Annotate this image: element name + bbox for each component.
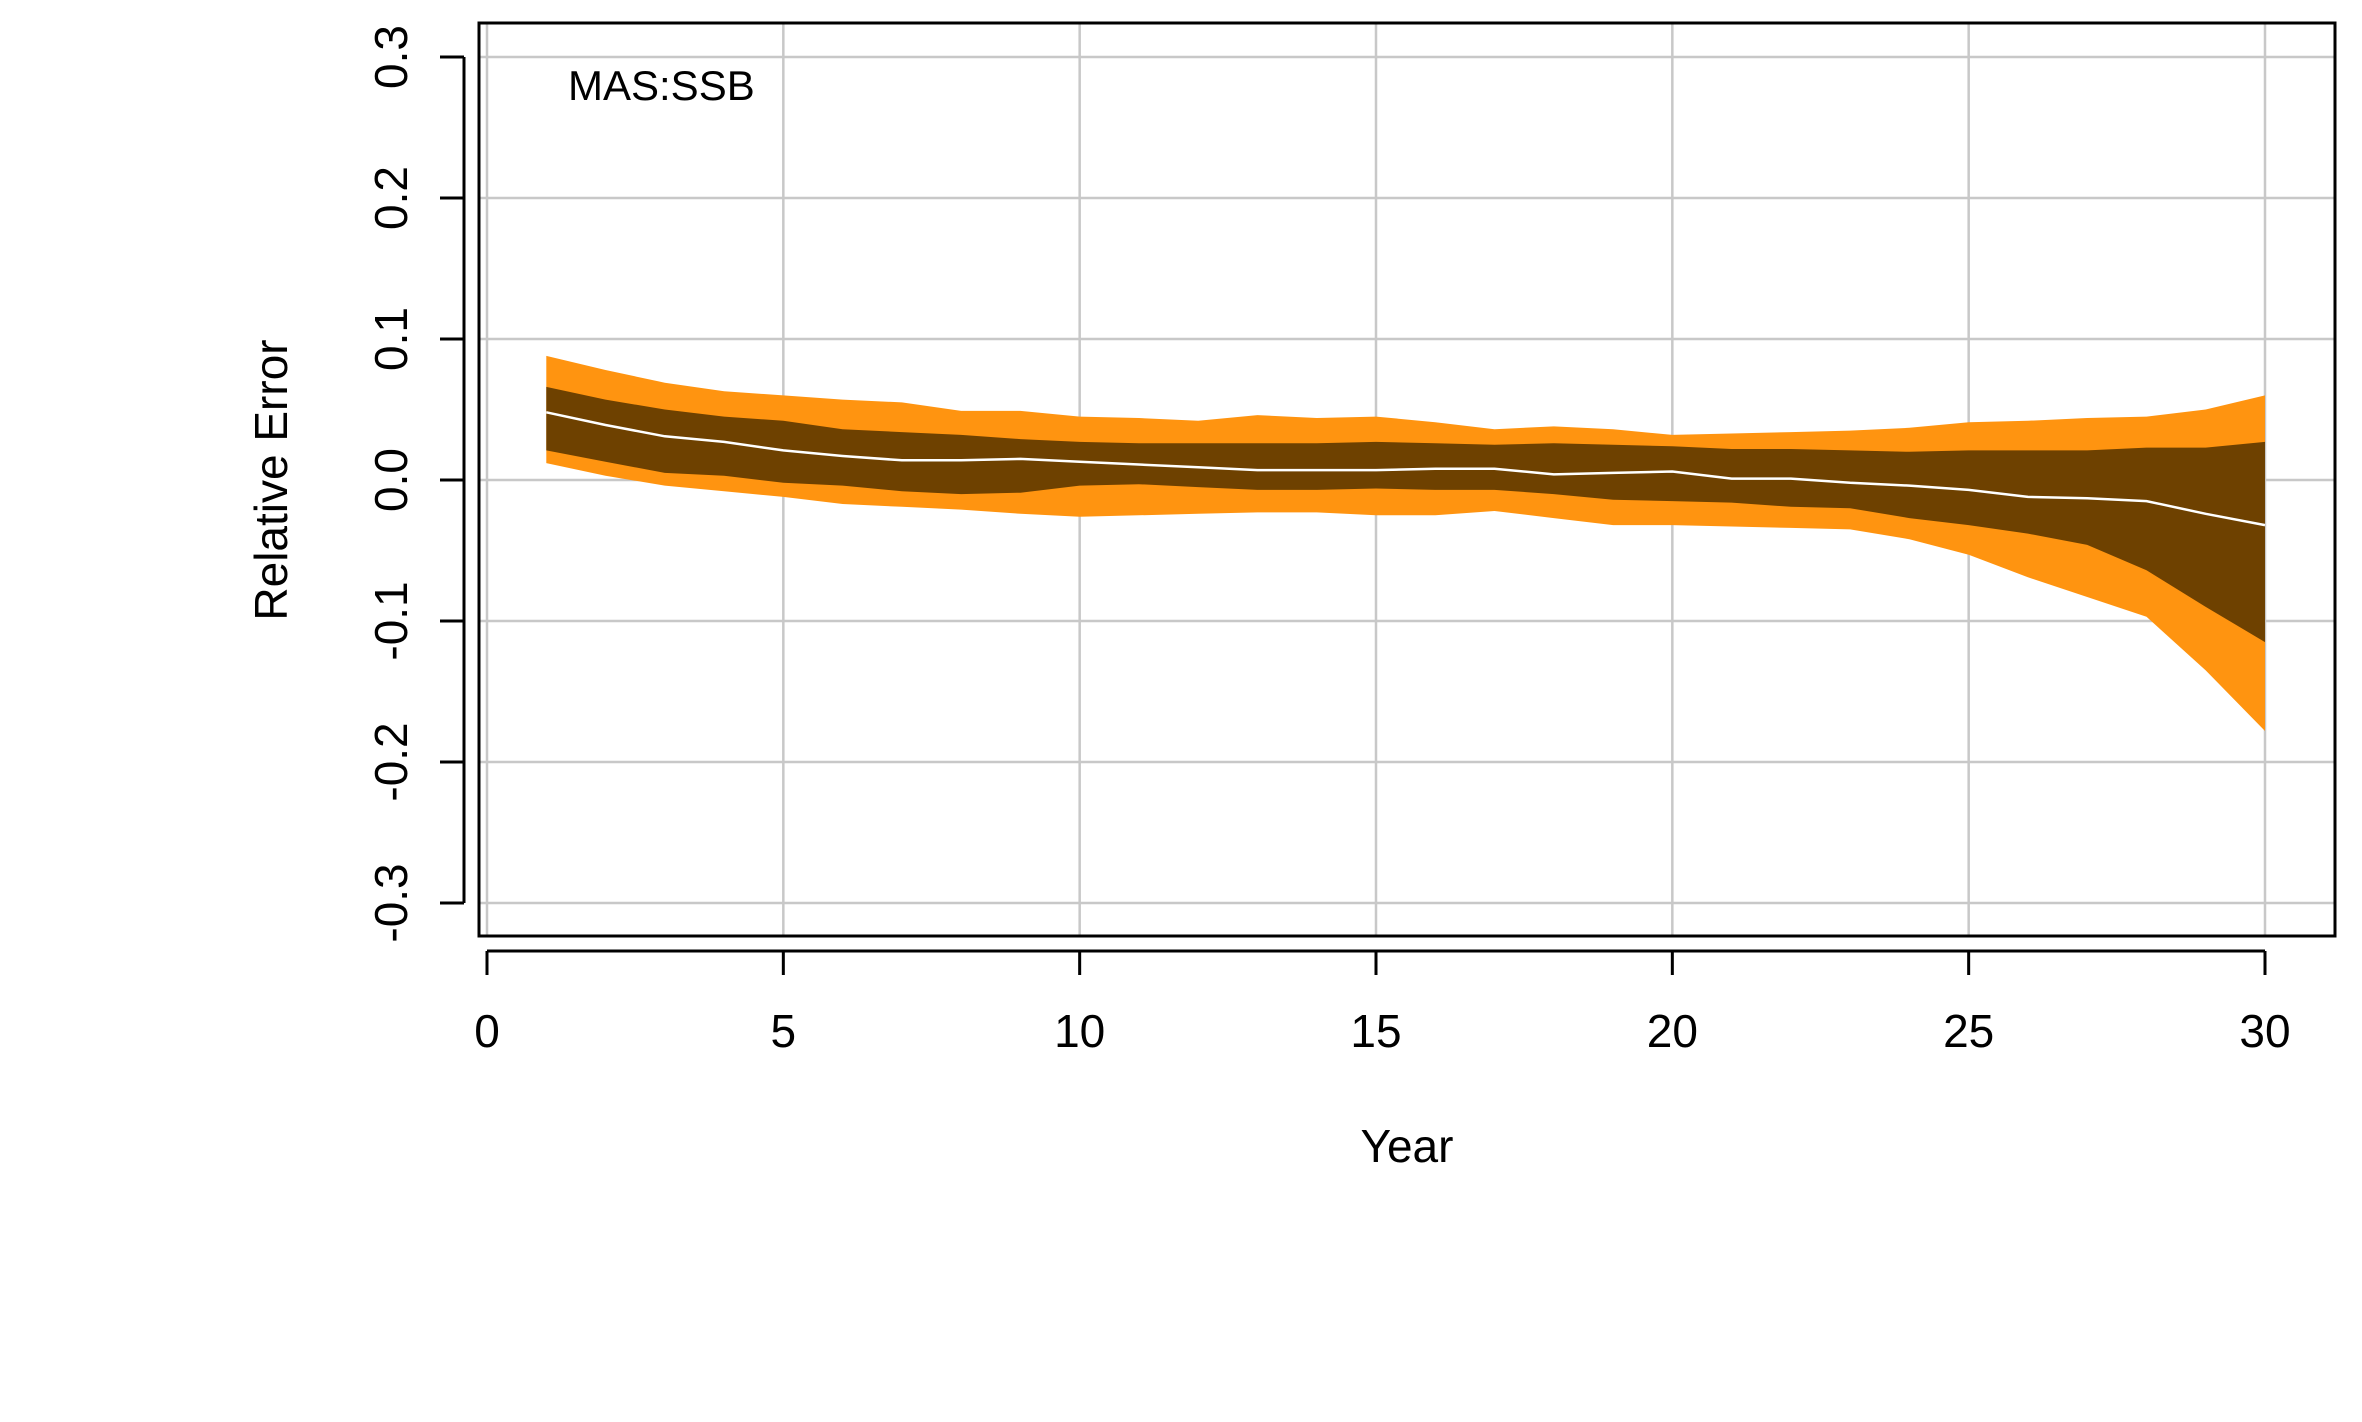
x-axis-title: Year (1361, 1120, 1454, 1172)
x-tick-label: 15 (1350, 1005, 1401, 1057)
x-tick-label: 10 (1054, 1005, 1105, 1057)
error-bands (546, 355, 2265, 731)
x-tick-label: 30 (2239, 1005, 2290, 1057)
y-axis-title: Relative Error (245, 339, 297, 620)
error-band-outer (546, 355, 2265, 731)
panel-label: MAS:SSB (568, 62, 755, 109)
axes: 0 5 10 15 20 25 30 -0.3 -0.2 -0.1 0.0 0.1 0.2 0.3 (365, 25, 2291, 1057)
y-tick-label: -0.1 (365, 581, 417, 660)
error-band-inner (546, 386, 2265, 643)
x-tick-label: 0 (474, 1005, 500, 1057)
y-tick-label: 0.1 (365, 307, 417, 371)
y-tick-label: 0.0 (365, 448, 417, 512)
y-tick-label: 0.2 (365, 166, 417, 230)
x-tick-label: 5 (771, 1005, 797, 1057)
median-lines (546, 411, 2266, 527)
x-tick-label: 20 (1647, 1005, 1698, 1057)
y-tick-label: -0.3 (365, 863, 417, 942)
y-tick-label: -0.2 (365, 722, 417, 801)
x-tick-label: 25 (1943, 1005, 1994, 1057)
median-line (546, 411, 2266, 527)
plot-frame (477, 21, 2337, 938)
y-tick-label: 0.3 (365, 25, 417, 89)
